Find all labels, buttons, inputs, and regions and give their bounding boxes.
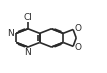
Text: O: O <box>74 24 81 33</box>
Text: O: O <box>74 43 81 52</box>
Text: N: N <box>25 48 31 57</box>
Text: N: N <box>7 29 14 38</box>
Text: Cl: Cl <box>24 13 32 22</box>
